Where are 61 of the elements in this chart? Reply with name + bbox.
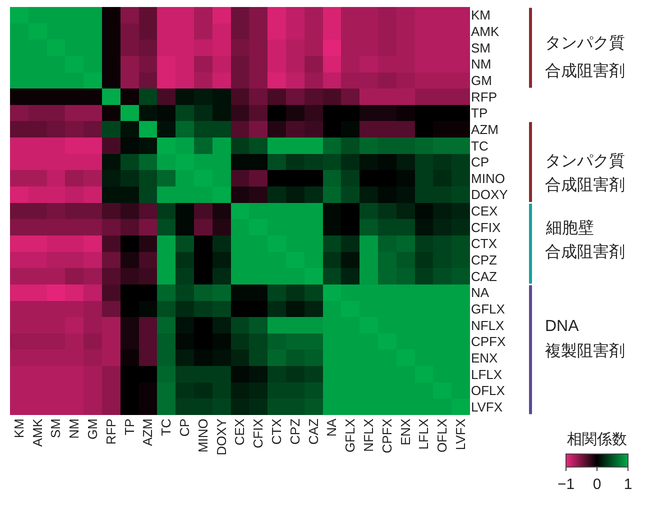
y-tick-label: CTX [471,236,498,252]
y-tick-label: AMK [471,24,500,40]
y-tick-label: CFIX [471,220,501,235]
x-tick-label: TC [158,418,174,436]
y-tick-label: SM [471,40,490,56]
x-tick-label: OFLX [434,418,450,453]
text: 合成阻害剤 [545,176,625,194]
y-tick-label: RFP [471,89,497,104]
x-tick-label: NM [66,418,82,439]
x-tick-label: AMK [30,418,45,447]
x-tick-label: CFIX [250,418,266,448]
y-tick-label: CEX [471,204,498,219]
y-tick-label: TC [471,138,488,154]
text: DNA [545,318,580,335]
color-bar-label: −1 [557,476,575,493]
x-tick-label: CPFX [379,418,394,454]
y-tick-label: NA [471,285,490,300]
color-bar-label: 0 [592,476,602,493]
x-tick-label: NA [324,418,340,437]
x-tick-label: LFLX [416,418,432,450]
y-tick-label: CPFX [471,334,506,350]
y-tick-label: MINO [471,170,505,186]
text: 複製阻害剤 [545,342,625,360]
text: 合成阻害剤 [545,62,625,80]
x-tick-label: AZM [140,418,156,446]
y-tick-label: NM [471,56,492,72]
x-tick-label: ENX [398,418,413,446]
y-tick-label: DOXY [471,187,508,202]
x-tick-label: CP [177,418,192,437]
x-tick-label: CPZ [287,418,302,445]
x-tick-label: MINO [195,418,210,453]
y-tick-label: GM [471,72,492,88]
y-tick-label: AZM [471,122,498,137]
x-tick-label: DOXY [214,418,229,456]
x-tick-label: TP [122,418,137,436]
x-tick-label: GM [85,418,100,440]
x-tick-label: CAZ [306,418,321,445]
text: 合成阻害剤 [545,243,625,261]
y-tick-label: OFLX [471,383,506,398]
y-tick-label: NFLX [471,318,505,333]
x-tick-label: SM [48,418,64,438]
y-tick-label: TP [471,106,488,121]
x-tick-label: NFLX [361,418,376,452]
y-tick-label: GFLX [471,301,506,316]
y-tick-label: LVFX [471,399,503,414]
x-tick-label: KM [11,418,26,438]
y-tick-label: KM [471,8,490,23]
y-tick-label: CAZ [471,268,498,284]
y-tick-label: CPZ [471,252,498,268]
x-tick-label: CEX [232,418,248,446]
text: タンパク質 [545,34,625,52]
y-tick-label: ENX [471,350,498,366]
text: タンパク質 [545,152,625,170]
x-tick-label: CTX [269,418,284,445]
y-tick-label: CP [471,154,490,170]
x-tick-label: GFLX [342,418,358,453]
text: 細胞壁 [545,219,594,237]
color-bar-label: 1 [624,476,632,493]
x-tick-label: RFP [103,418,118,445]
color-bar-title: 相関係数 [567,431,627,448]
y-tick-label: LFLX [471,366,502,382]
